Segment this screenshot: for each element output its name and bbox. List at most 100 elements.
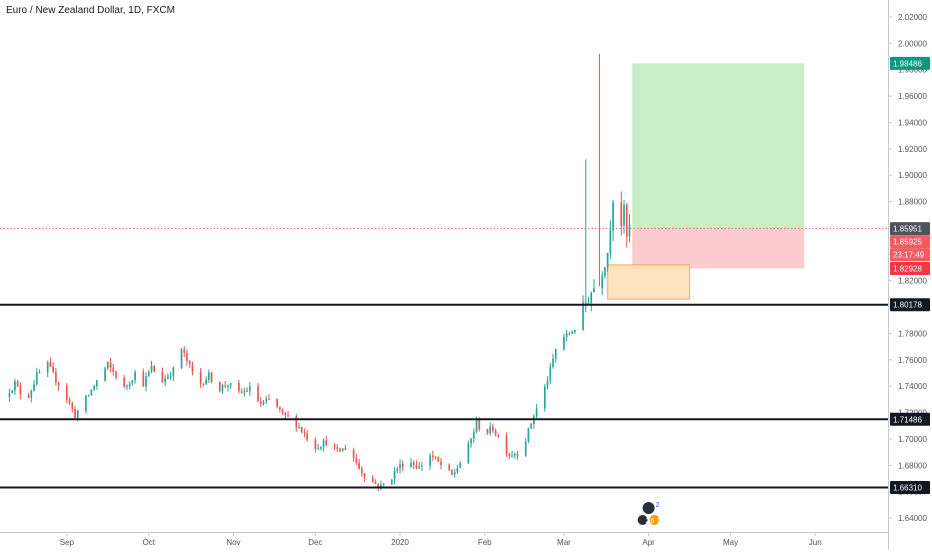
y-tick-label: 1.90000 xyxy=(898,171,927,180)
candle-body xyxy=(554,349,557,359)
candle-body xyxy=(412,462,415,466)
candle-body xyxy=(511,455,513,457)
candle-body xyxy=(147,371,150,377)
candle-body xyxy=(612,202,614,231)
y-tick-label: 1.74000 xyxy=(898,382,927,391)
candle-body xyxy=(374,482,377,484)
candle-body xyxy=(434,456,437,458)
candle-body xyxy=(590,292,593,303)
candle-body xyxy=(322,440,325,448)
candle-body xyxy=(377,483,380,488)
candle-body xyxy=(453,471,456,475)
candle-body xyxy=(606,253,609,268)
chart-title: Euro / New Zealand Dollar, 1D, FXCM xyxy=(6,5,175,16)
candle-body xyxy=(344,448,347,451)
candle-body xyxy=(183,349,186,353)
candle-body xyxy=(319,447,322,449)
candle-body xyxy=(74,408,76,418)
candle-body xyxy=(380,484,382,488)
candle-body xyxy=(19,386,22,395)
candle-body xyxy=(336,447,339,449)
candle-body xyxy=(508,453,511,457)
candle-body xyxy=(317,448,319,450)
candle-body xyxy=(106,362,109,369)
candle-body xyxy=(513,453,516,456)
y-tick-label: 1.70000 xyxy=(898,435,927,444)
candle-body xyxy=(325,440,328,445)
candle-body xyxy=(240,391,243,393)
candle-body xyxy=(167,376,169,379)
candle-body xyxy=(265,398,268,402)
candle-body xyxy=(300,427,303,432)
candle-body xyxy=(134,371,136,381)
target-price-label: 1.98486 xyxy=(893,59,922,68)
candle-body xyxy=(486,429,489,434)
candle-body xyxy=(49,362,52,367)
events-count: 1 xyxy=(657,518,661,525)
bar-countdown-tag xyxy=(890,248,930,262)
candle-body xyxy=(475,420,478,433)
candle-body xyxy=(524,441,527,456)
candle-body xyxy=(546,380,549,387)
x-tick-label: Feb xyxy=(478,538,492,547)
candle-body xyxy=(303,431,306,434)
candle-body xyxy=(410,462,412,468)
candle-body xyxy=(27,394,30,398)
candle-body xyxy=(218,381,221,392)
candle-body xyxy=(625,204,628,237)
y-tick-label: 1.96000 xyxy=(898,92,927,101)
long-position-stop-zone[interactable] xyxy=(632,228,805,269)
candle-body xyxy=(587,302,590,304)
long-position-target-zone[interactable] xyxy=(632,63,805,229)
candle-body xyxy=(227,385,229,387)
demand-zone-rectangle[interactable] xyxy=(607,264,691,300)
candle-body xyxy=(363,473,366,478)
stop-price-label: 1.82928 xyxy=(893,264,922,273)
candle-body xyxy=(221,385,224,392)
events-count: 2 xyxy=(656,502,660,509)
y-tick-label: 1.76000 xyxy=(898,356,927,365)
candle-body xyxy=(55,371,57,383)
candle-body xyxy=(382,483,385,485)
economic-events-icon[interactable] xyxy=(637,515,648,525)
x-tick-label: Dec xyxy=(308,538,322,547)
candle-body xyxy=(57,382,60,386)
candle-body xyxy=(440,461,442,465)
candle-body xyxy=(210,372,213,382)
candle-body xyxy=(552,358,554,368)
price-axis-panel[interactable] xyxy=(888,0,932,550)
candle-body xyxy=(393,470,396,480)
candle-body xyxy=(104,368,106,381)
economic-events-icon[interactable] xyxy=(642,502,655,514)
y-tick-label: 1.78000 xyxy=(898,329,927,338)
candle-body xyxy=(399,464,401,469)
candle-body xyxy=(172,367,175,377)
current-price-label: 1.85951 xyxy=(893,225,922,234)
candle-body xyxy=(142,371,145,387)
candle-body xyxy=(276,399,278,407)
candle-body xyxy=(360,468,363,474)
events-count: 2 xyxy=(646,518,650,525)
candle-body xyxy=(46,362,49,373)
candle-body xyxy=(229,383,232,386)
horizontal-level-label: 1.71486 xyxy=(893,415,922,424)
candle-body xyxy=(549,367,552,381)
candle-body xyxy=(568,333,571,335)
candle-body xyxy=(574,329,576,333)
candle-body xyxy=(418,466,421,469)
horizontal-level-tag xyxy=(890,298,930,312)
candle-body xyxy=(339,448,341,452)
candle-body xyxy=(14,381,16,391)
candle-body xyxy=(202,383,205,385)
candle-body xyxy=(123,377,126,387)
candle-body xyxy=(238,383,240,392)
candle-body xyxy=(153,365,156,372)
x-tick-label: Apr xyxy=(642,538,655,547)
economic-events-icon[interactable] xyxy=(649,515,660,525)
candle-body xyxy=(115,372,117,378)
candle-body xyxy=(96,380,98,386)
candle-body xyxy=(431,455,434,457)
y-tick-label: 1.64000 xyxy=(898,514,927,523)
